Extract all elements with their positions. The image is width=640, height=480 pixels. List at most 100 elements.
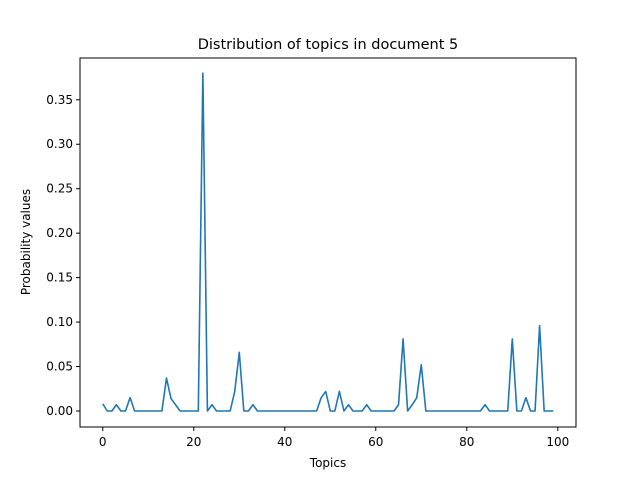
data-point	[548, 410, 550, 412]
data-point	[266, 410, 268, 412]
data-point	[439, 410, 441, 412]
data-point	[375, 410, 377, 412]
data-point	[370, 410, 372, 412]
data-point	[343, 410, 345, 412]
data-point	[107, 410, 109, 412]
plot-area	[79, 57, 577, 428]
axes-frame	[79, 57, 577, 428]
data-point	[243, 410, 245, 412]
x-tick-label: 40	[277, 435, 292, 449]
data-point	[216, 410, 218, 412]
data-point	[311, 410, 313, 412]
data-point	[161, 410, 163, 412]
data-point	[134, 410, 136, 412]
data-point	[489, 410, 491, 412]
x-tick-label: 0	[99, 435, 107, 449]
data-point	[198, 410, 200, 412]
y-tick-label: 0.05	[46, 360, 73, 374]
data-point	[461, 410, 463, 412]
x-axis-label: Topics	[309, 456, 346, 470]
y-axis-ticks: 0.00 0.05 0.10 0.15 0.20 0.25 0.30 0.35	[46, 93, 80, 418]
y-tick-label: 0.30	[46, 137, 73, 151]
data-point	[534, 410, 536, 412]
x-tick-label: 80	[459, 435, 474, 449]
data-point	[398, 404, 400, 406]
data-point	[411, 404, 413, 406]
data-point	[179, 410, 181, 412]
data-point	[202, 72, 204, 74]
data-point	[252, 404, 254, 406]
data-point	[211, 404, 213, 406]
data-point	[220, 410, 222, 412]
y-tick-label: 0.35	[46, 93, 73, 107]
data-point	[102, 403, 104, 405]
data-point	[279, 410, 281, 412]
data-point	[307, 410, 309, 412]
data-point	[525, 397, 527, 399]
data-point	[402, 338, 404, 340]
data-point	[238, 352, 240, 354]
data-point	[257, 410, 259, 412]
data-point	[138, 410, 140, 412]
data-point	[357, 410, 359, 412]
data-point	[475, 410, 477, 412]
data-point	[275, 410, 277, 412]
data-point	[552, 410, 554, 412]
data-point	[120, 410, 122, 412]
data-point	[298, 410, 300, 412]
data-point	[261, 410, 263, 412]
data-point	[361, 410, 363, 412]
data-point	[352, 410, 354, 412]
data-point	[434, 410, 436, 412]
data-point	[452, 410, 454, 412]
data-point	[147, 410, 149, 412]
data-point	[229, 410, 231, 412]
data-point	[111, 410, 113, 412]
data-point	[207, 410, 209, 412]
data-point	[248, 410, 250, 412]
data-point	[511, 338, 513, 340]
data-point	[302, 410, 304, 412]
data-point	[289, 410, 291, 412]
data-point	[393, 410, 395, 412]
y-axis-label: Probability values	[19, 189, 33, 295]
data-point	[193, 410, 195, 412]
data-point	[493, 410, 495, 412]
data-point	[466, 410, 468, 412]
x-tick-label: 20	[186, 435, 201, 449]
data-point	[325, 391, 327, 393]
chart-title: Distribution of topics in document 5	[198, 37, 459, 53]
data-point	[234, 391, 236, 393]
data-point	[507, 410, 509, 412]
data-point	[425, 410, 427, 412]
data-point	[184, 410, 186, 412]
data-point	[443, 410, 445, 412]
data-point	[471, 410, 473, 412]
data-point	[389, 410, 391, 412]
data-point	[384, 410, 386, 412]
data-point	[157, 410, 159, 412]
data-point	[334, 410, 336, 412]
x-tick-label: 60	[368, 435, 383, 449]
y-tick-label: 0.20	[46, 226, 73, 240]
series-line	[102, 72, 554, 412]
data-point	[166, 377, 168, 379]
data-point	[484, 404, 486, 406]
data-point	[407, 410, 409, 412]
data-point	[543, 410, 545, 412]
data-point	[380, 410, 382, 412]
data-point	[129, 397, 131, 399]
data-point	[416, 397, 418, 399]
data-point	[152, 410, 154, 412]
data-point	[270, 410, 272, 412]
data-point	[329, 410, 331, 412]
data-point	[348, 404, 350, 406]
data-point	[530, 410, 532, 412]
y-tick-label: 0.15	[46, 271, 73, 285]
data-point	[143, 410, 145, 412]
data-point	[516, 410, 518, 412]
data-point	[502, 410, 504, 412]
data-point	[188, 410, 190, 412]
x-tick-label: 100	[546, 435, 569, 449]
data-point	[175, 404, 177, 406]
